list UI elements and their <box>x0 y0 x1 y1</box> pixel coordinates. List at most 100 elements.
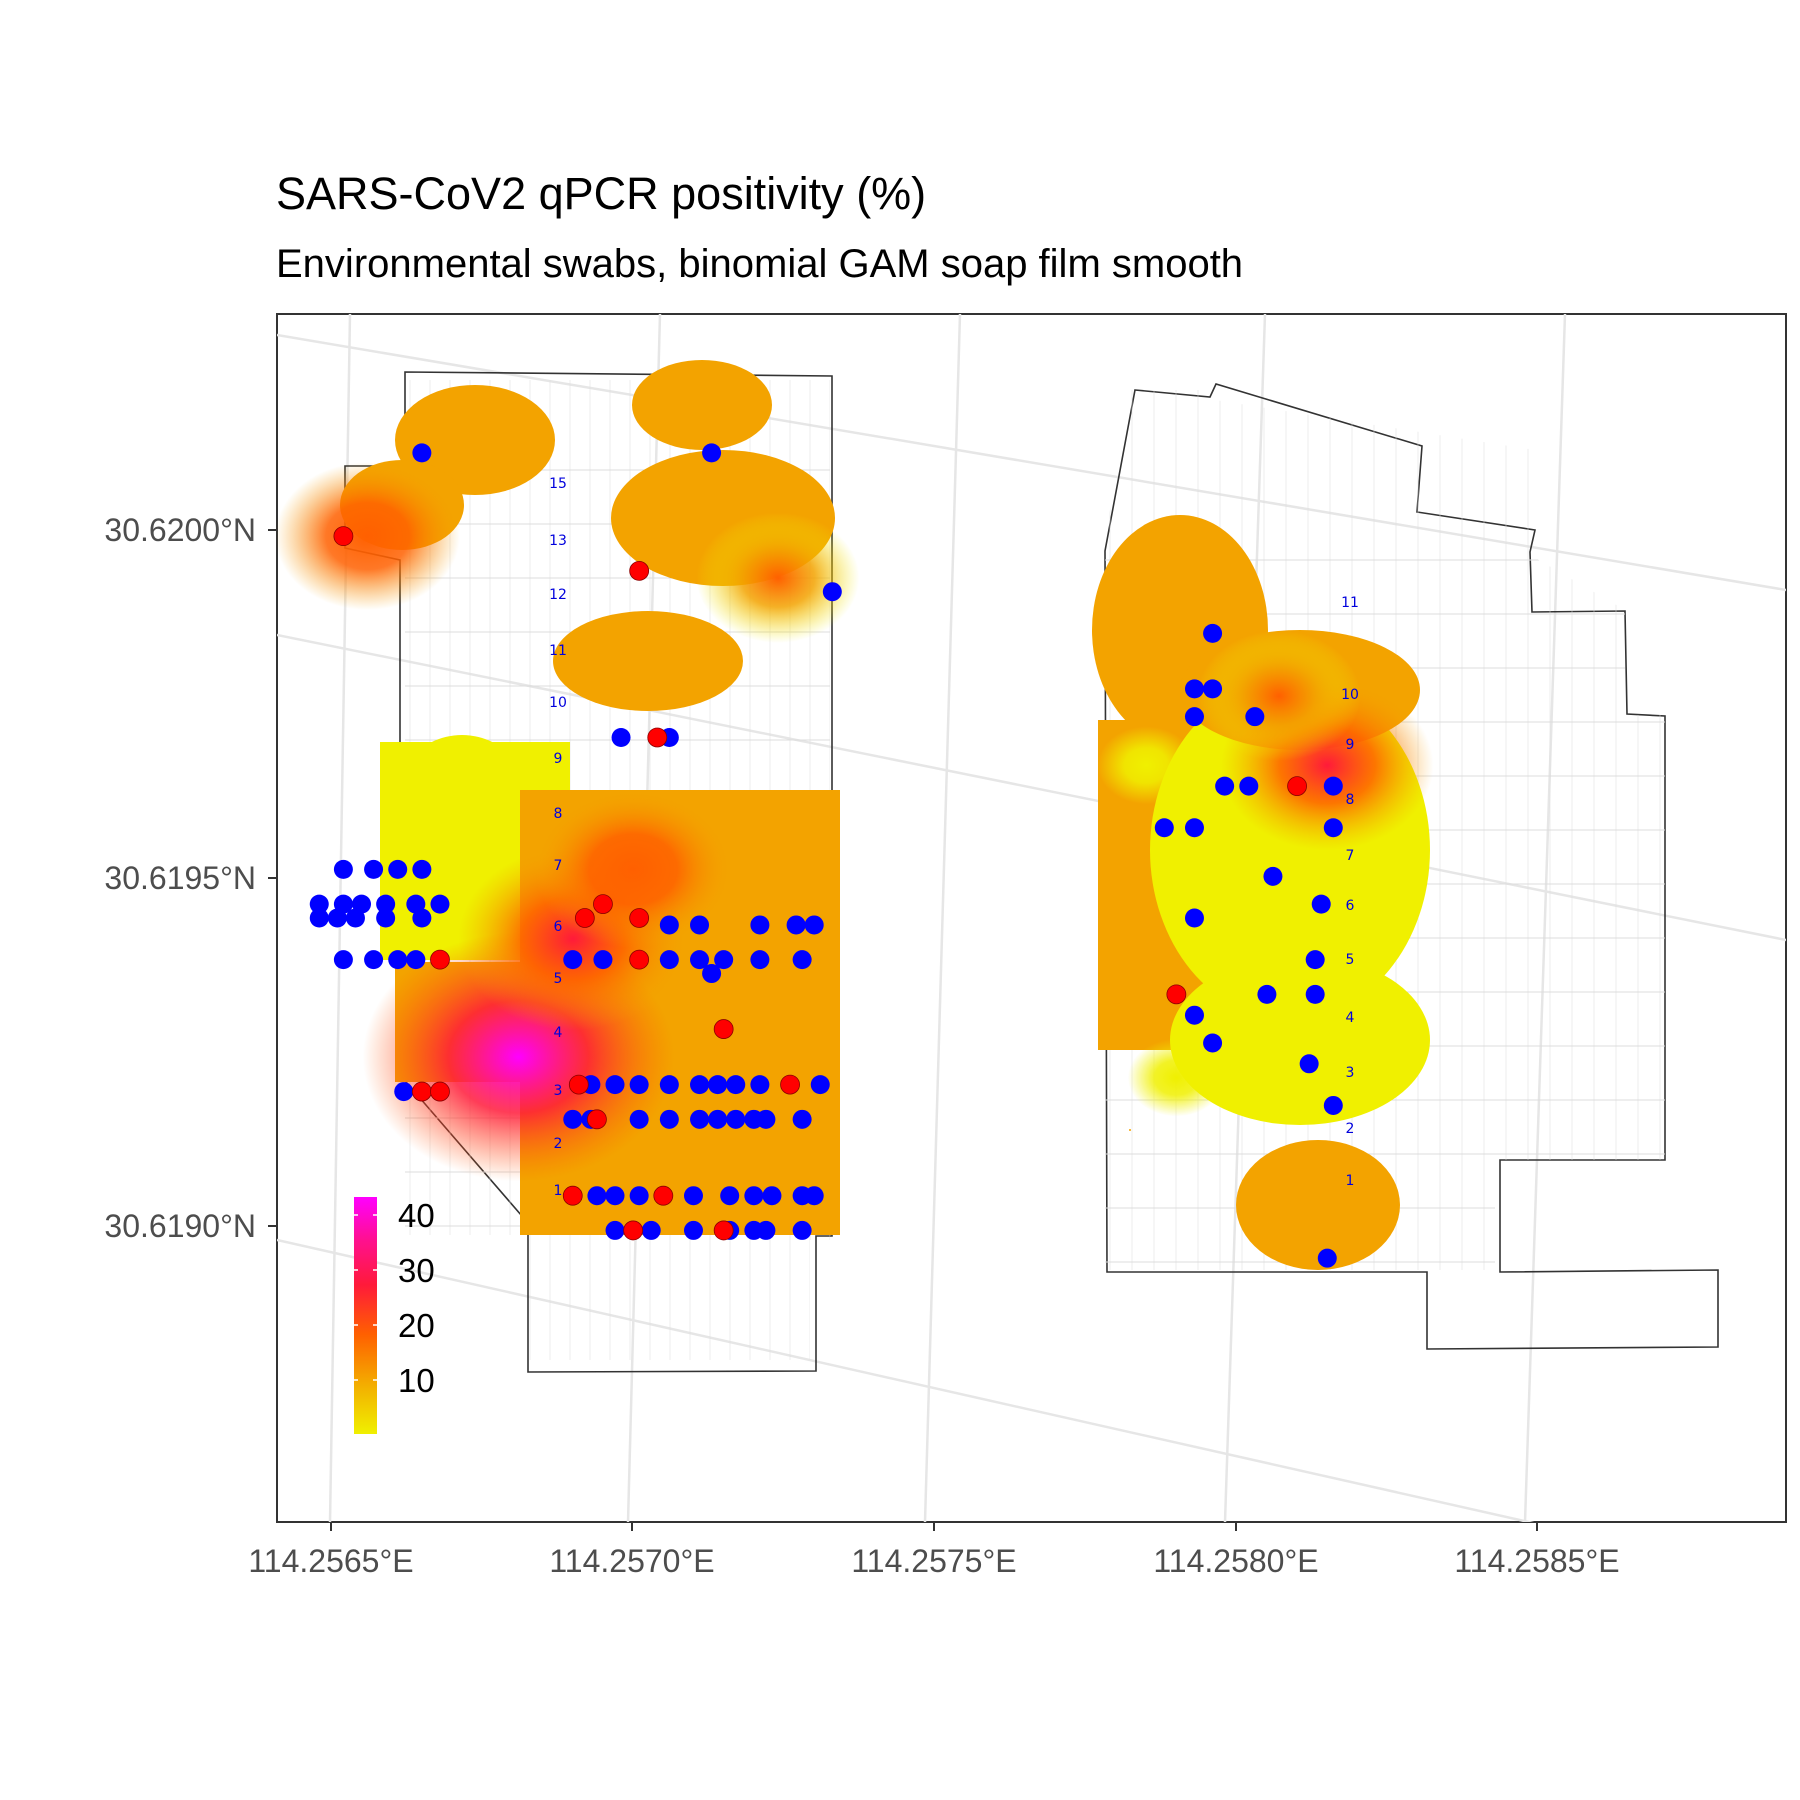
colorbar-label: 10 <box>398 1362 435 1399</box>
row-label: 11 <box>1341 595 1359 611</box>
row-label: 7 <box>554 858 563 874</box>
x-tick-label: 114.2580°E <box>1153 1543 1318 1579</box>
negative-swab-point <box>1239 776 1259 796</box>
smooth-surface <box>277 360 1434 1270</box>
row-label: 6 <box>554 919 563 935</box>
negative-swab-point <box>762 1186 782 1206</box>
negative-swab-point <box>750 1075 770 1095</box>
negative-swab-point <box>1184 818 1204 838</box>
x-tick-label: 114.2585°E <box>1454 1543 1619 1579</box>
negative-swab-point <box>1184 679 1204 699</box>
negative-swab-point <box>714 950 734 970</box>
row-label: 8 <box>1346 792 1355 808</box>
negative-swab-point <box>629 1186 649 1206</box>
negative-swab-point <box>810 1075 830 1095</box>
negative-swab-point <box>786 915 806 935</box>
colorbar-label: 40 <box>398 1197 435 1234</box>
negative-swab-point <box>593 950 613 970</box>
row-label: 4 <box>554 1025 563 1041</box>
negative-swab-point <box>1203 623 1223 643</box>
row-label: 12 <box>549 587 567 603</box>
y-tick-label: 30.6195°N <box>104 860 256 896</box>
negative-swab-point <box>690 950 710 970</box>
surface-patch <box>632 360 772 450</box>
colorbar <box>354 1197 377 1434</box>
negative-swab-point <box>720 1186 740 1206</box>
negative-swab-point <box>364 859 384 879</box>
negative-swab-point <box>792 950 812 970</box>
negative-swab-point <box>708 1109 728 1129</box>
row-label: 9 <box>554 751 563 767</box>
surface-patch <box>1170 955 1430 1125</box>
negative-swab-point <box>605 1220 625 1240</box>
positive-swab-point <box>629 949 650 970</box>
negative-swab-point <box>388 859 408 879</box>
negative-swab-point <box>792 1220 812 1240</box>
negative-swab-point <box>309 894 329 914</box>
negative-swab-point <box>690 1075 710 1095</box>
negative-swab-point <box>792 1109 812 1129</box>
negative-swab-point <box>750 950 770 970</box>
row-label: 4 <box>1346 1010 1355 1026</box>
positive-swab-point <box>1287 776 1307 796</box>
row-label: 10 <box>549 695 567 711</box>
negative-swab-point <box>345 908 365 928</box>
negative-swab-point <box>702 964 722 984</box>
row-label: 5 <box>1346 952 1355 968</box>
negative-swab-point <box>1184 707 1204 727</box>
positive-swab-point <box>574 908 595 928</box>
negative-swab-point <box>327 908 347 928</box>
negative-swab-point <box>605 1075 625 1095</box>
negative-swab-point <box>1323 776 1343 796</box>
negative-swab-point <box>1203 679 1223 699</box>
positive-swab-point <box>713 1019 734 1039</box>
negative-swab-point <box>430 894 450 914</box>
negative-swab-point <box>683 1186 703 1206</box>
swab-points <box>309 443 1343 1268</box>
negative-swab-point <box>629 1075 649 1095</box>
row-label: 5 <box>554 971 563 987</box>
negative-swab-point <box>683 1220 703 1240</box>
x-tick-label: 114.2575°E <box>851 1543 1016 1579</box>
surface-hotspot <box>1127 1038 1225 1117</box>
row-label: 1 <box>1346 1173 1355 1189</box>
positive-swab-point <box>411 1081 432 1102</box>
positive-swab-point <box>1166 984 1187 1005</box>
negative-swab-point <box>1323 1095 1343 1115</box>
negative-swab-point <box>1184 908 1204 928</box>
negative-swab-point <box>641 1220 661 1240</box>
negative-swab-point <box>406 950 426 970</box>
negative-swab-point <box>750 915 770 935</box>
negative-swab-point <box>1203 1033 1223 1053</box>
negative-swab-point <box>1305 950 1325 970</box>
negative-swab-point <box>708 1075 728 1095</box>
row-label: 11 <box>549 643 567 659</box>
positive-swab-point <box>780 1074 800 1095</box>
positive-swab-point <box>430 1081 450 1102</box>
negative-swab-point <box>333 950 353 970</box>
negative-swab-point <box>629 1109 649 1129</box>
colorbar-label: 20 <box>398 1307 435 1344</box>
building-right-outline <box>1104 383 1719 1350</box>
positive-swab-point <box>593 894 613 915</box>
negative-swab-point <box>611 727 631 747</box>
row-label: 8 <box>554 806 563 822</box>
positive-swab-point <box>713 1220 734 1241</box>
positive-swab-point <box>629 908 650 928</box>
positive-swab-point <box>629 560 650 581</box>
surface-hotspot <box>696 512 860 644</box>
negative-swab-point <box>659 950 679 970</box>
positive-swab-point <box>568 1074 589 1095</box>
chart-subtitle: Environmental swabs, binomial GAM soap f… <box>276 242 1244 286</box>
negative-swab-point <box>804 915 824 935</box>
negative-swab-point <box>412 443 432 463</box>
surface-hotspot <box>277 462 461 611</box>
row-label: 15 <box>549 476 567 492</box>
negative-swab-point <box>659 1109 679 1129</box>
colorbar-label: 30 <box>398 1252 435 1289</box>
negative-swab-point <box>605 1186 625 1206</box>
negative-swab-point <box>376 908 396 928</box>
negative-swab-point <box>412 908 432 928</box>
row-label: 6 <box>1346 898 1355 914</box>
